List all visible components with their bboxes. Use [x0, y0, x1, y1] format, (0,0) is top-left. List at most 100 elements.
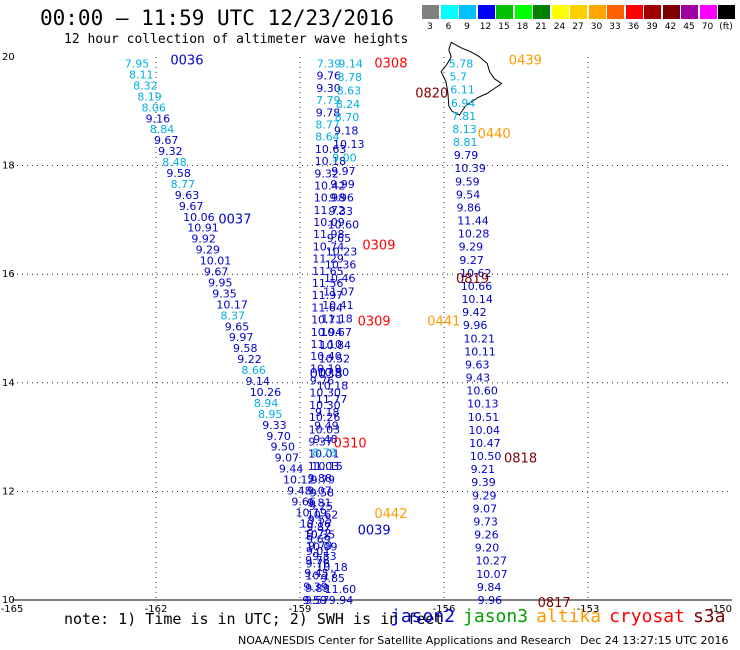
wave-height-value: 10.01: [308, 448, 340, 461]
wave-height-value: 11.60: [325, 583, 357, 596]
wave-height-value: 9.33: [262, 419, 287, 432]
wave-height-value: 9.86: [457, 201, 482, 214]
pass-label: 0038: [310, 367, 343, 382]
scale-label: 70: [701, 22, 714, 32]
wave-height-value: 9.76: [306, 557, 331, 570]
wave-height-value: 9.43: [466, 372, 491, 385]
wave-height-value: 8.24: [336, 98, 361, 111]
wave-height-value: 10.06: [183, 211, 215, 224]
wave-height-value: 9.01: [306, 545, 331, 558]
wave-height-value: 10.40: [310, 350, 342, 363]
wave-height-value: 10.67: [320, 326, 352, 339]
scale-label: 45: [683, 22, 695, 32]
wave-height-value: 9.95: [208, 276, 233, 289]
track: 7.399.769.307.799.788.778.6410.6310.189.…: [305, 58, 347, 607]
wave-height-value: 10.30: [309, 387, 341, 400]
lat-label: 16: [2, 269, 15, 280]
wave-height-value: 8.48: [162, 156, 187, 169]
wave-height-value: 9.22: [237, 353, 262, 366]
lat-lon-grid: [12, 57, 732, 600]
wave-height-value: 9.18: [334, 125, 359, 138]
wave-height-value: 9.58: [233, 342, 258, 355]
wave-height-value: 9.79: [311, 473, 336, 486]
wave-height-value: 9.72: [307, 527, 332, 540]
scale-label: 15: [498, 22, 510, 32]
wave-height-value: 10.09: [306, 540, 338, 553]
wave-height-value: 9.48: [287, 485, 312, 498]
scale-label: (ft): [719, 22, 733, 32]
scale-swatch: [662, 5, 680, 19]
pass-label: 0817: [538, 596, 571, 611]
wave-height-value: 9.84: [477, 581, 502, 594]
scale-label: 27: [572, 22, 584, 32]
mission-name: cryosat: [609, 606, 685, 627]
pass-label: 0037: [218, 212, 251, 227]
wave-height-value: 11.29: [312, 253, 344, 266]
lon-label: -150: [709, 604, 732, 615]
scale-swatch: [681, 5, 698, 19]
wave-height-value: 9.99: [330, 178, 355, 191]
wave-height-value: 9.39: [303, 581, 328, 594]
scale-label: 3: [427, 22, 433, 32]
wave-height-value: 9.30: [316, 82, 341, 95]
wave-height-value: 9.76: [317, 70, 342, 83]
wave-height-value: 7.81: [452, 110, 477, 123]
wave-height-value: 9.42: [462, 306, 487, 319]
wave-height-value: 9.94: [329, 594, 354, 607]
wave-height-value: 9.96: [329, 192, 354, 205]
wave-height-value: 10.74: [313, 240, 345, 253]
track: 5.785.76.116.947.818.138.819.7910.399.59…: [449, 58, 508, 607]
wave-height-value: 10.26: [309, 411, 341, 424]
wave-height-value: 9.66: [291, 495, 316, 508]
wave-height-value: 9.57: [305, 594, 330, 607]
wave-height-value: 10.26: [250, 386, 281, 399]
lat-label: 12: [2, 486, 15, 497]
wave-height-value: 10.41: [322, 299, 354, 312]
pass-label: 0441: [427, 314, 460, 329]
wave-height-value: 10.17: [305, 570, 337, 583]
wave-height-value: 10.15: [311, 460, 343, 473]
scale-label: 6: [445, 22, 452, 32]
pass-label: 0039: [358, 523, 391, 538]
scale-swatch: [422, 5, 439, 19]
scale-swatch: [477, 5, 495, 19]
wave-height-value: 9.53: [312, 550, 337, 563]
mission-name: jason2: [390, 606, 456, 627]
scale-label: 12: [479, 22, 492, 32]
wave-height-value: 10.62: [460, 267, 492, 280]
wave-height-value: 9.59: [455, 175, 480, 188]
wave-height-value: 11.07: [323, 286, 355, 299]
wave-height-value: 10.13: [333, 138, 365, 151]
wave-height-value: 9.37: [308, 435, 333, 448]
wave-height-value: 10.63: [315, 143, 347, 156]
scale-swatch: [699, 5, 717, 19]
wave-height-value: 9.97: [331, 165, 356, 178]
wave-height-value: 9.96: [463, 319, 488, 332]
pass-label: 0439: [509, 54, 542, 69]
wave-height-value: 10.60: [328, 218, 360, 231]
wave-height-value: 9.70: [266, 430, 291, 443]
wave-height-value: 8.64: [315, 131, 340, 144]
scale-label: 36: [627, 22, 640, 32]
wave-height-value: 9.29: [196, 244, 221, 257]
wave-height-value: 8.77: [315, 118, 340, 131]
wave-height-value: 9.69: [306, 533, 331, 546]
scale-label: 42: [664, 22, 677, 32]
wave-height-value: 9.67: [179, 200, 204, 213]
wave-height-value: 9.97: [229, 331, 254, 344]
wave-height-value: 9.50: [271, 441, 296, 454]
wave-height-value: 11.10: [311, 338, 343, 351]
lat-label: 10: [2, 595, 15, 606]
wave-height-value: 8.84: [150, 123, 175, 136]
scale-swatch: [514, 5, 532, 19]
wave-height-value: 9.63: [465, 358, 490, 371]
scale-swatch: [588, 5, 606, 19]
lon-label: -162: [145, 604, 168, 615]
wave-height-value: 10.36: [325, 259, 357, 272]
wave-height-value: 8.06: [141, 101, 166, 114]
wave-height-value: 9.85: [320, 572, 345, 585]
scale-swatch: [459, 5, 476, 19]
wave-height-value: 11.18: [321, 312, 353, 325]
wave-height-value: 8.81: [453, 136, 478, 149]
